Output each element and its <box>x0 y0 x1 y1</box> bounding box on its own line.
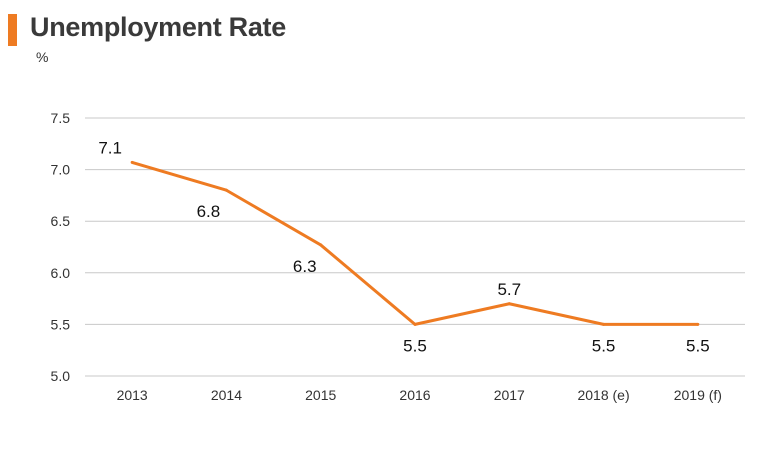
data-point <box>413 322 417 326</box>
title-accent-bar <box>8 14 17 46</box>
unit-label: % <box>36 49 49 65</box>
data-label: 6.3 <box>293 257 317 276</box>
y-tick-label: 5.0 <box>51 368 71 384</box>
y-tick-label: 7.5 <box>51 110 71 126</box>
data-label: 6.8 <box>197 202 221 221</box>
y-tick-label: 6.0 <box>51 265 71 281</box>
x-tick-label: 2019 (f) <box>674 387 722 403</box>
data-point <box>319 243 323 247</box>
data-point <box>224 188 228 192</box>
data-point <box>696 322 700 326</box>
data-label: 5.5 <box>403 336 427 355</box>
data-labels: 7.1 6.8 6.3 5.5 5.7 5.5 5.5 <box>98 138 709 355</box>
data-point <box>602 322 606 326</box>
chart-title: Unemployment Rate <box>30 12 286 42</box>
y-tick-label: 5.5 <box>51 316 71 332</box>
data-label: 7.1 <box>98 138 122 157</box>
x-tick-label: 2016 <box>399 387 430 403</box>
series-line <box>131 160 698 326</box>
x-tick-label: 2014 <box>211 387 242 403</box>
data-label: 5.5 <box>686 336 710 355</box>
series-layer <box>130 160 700 326</box>
data-point <box>130 160 134 164</box>
x-tick-label: 2013 <box>117 387 148 403</box>
data-point <box>507 302 511 306</box>
x-tick-label: 2017 <box>494 387 525 403</box>
y-axis-ticks: 5.0 5.5 6.0 6.5 7.0 7.5 <box>51 110 71 384</box>
y-tick-label: 7.0 <box>51 162 71 178</box>
x-tick-label: 2018 (e) <box>577 387 629 403</box>
data-label: 5.5 <box>592 336 616 355</box>
data-label: 5.7 <box>497 280 521 299</box>
x-tick-label: 2015 <box>305 387 336 403</box>
y-tick-label: 6.5 <box>51 213 71 229</box>
x-axis-ticks: 2013 2014 2015 2016 2017 2018 (e) 2019 (f) <box>117 387 722 403</box>
